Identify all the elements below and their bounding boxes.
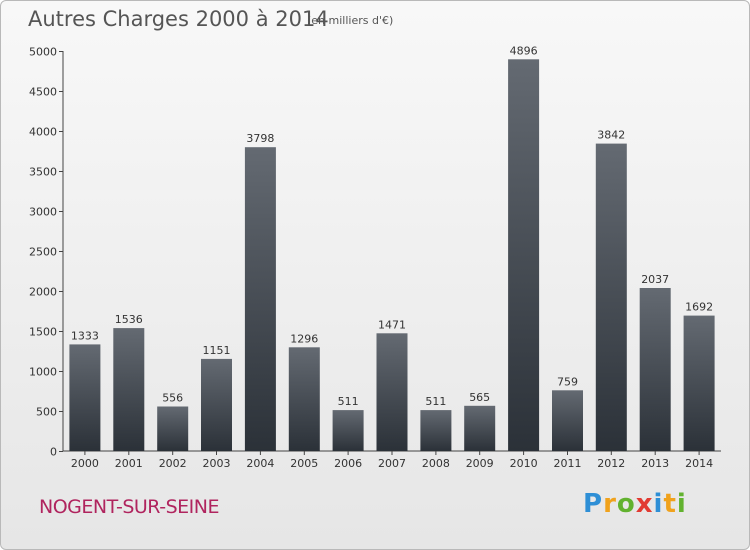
bar-2010 — [508, 59, 540, 452]
chart-unit: (en milliers d'€) — [307, 14, 394, 27]
logo-letter: t — [663, 489, 677, 519]
x-tick-label-2012: 2012 — [597, 457, 625, 470]
logo-letter: r — [603, 489, 617, 519]
value-label-2002: 556 — [162, 392, 183, 405]
bar-2008 — [420, 410, 452, 451]
bar-2000 — [69, 344, 101, 451]
bar-2009 — [464, 405, 496, 451]
value-label-2005: 1296 — [290, 332, 318, 345]
logo-letter: x — [635, 489, 654, 519]
x-tick-label-2010: 2010 — [510, 457, 538, 470]
bar-2003 — [201, 358, 232, 451]
bars: 1333 1536 556 1151 3798 1296 511 1471 511 565 4896… — [69, 44, 715, 452]
bar-2013 — [639, 288, 671, 451]
value-label-2012: 3842 — [597, 129, 625, 142]
axes: 0 500 1000 1500 2000 2500 3000 3500 4000 4500 5000… — [29, 46, 721, 470]
value-label-2011: 759 — [557, 375, 578, 388]
value-label-2000: 1333 — [71, 329, 99, 342]
logo-letter: i — [676, 489, 687, 519]
value-label-2001: 1536 — [115, 313, 143, 326]
y-tick-label: 4000 — [29, 126, 57, 139]
x-tick-label-2000: 2000 — [71, 457, 99, 470]
x-tick-label-2009: 2009 — [466, 457, 494, 470]
y-tick-label: 2000 — [29, 286, 57, 299]
y-tick-label: 2500 — [29, 246, 57, 259]
y-tick-label: 4500 — [29, 86, 57, 99]
value-label-2008: 511 — [425, 395, 446, 408]
bar-2006 — [332, 410, 364, 451]
value-label-2003: 1151 — [203, 344, 231, 357]
x-tick-label-2002: 2002 — [159, 457, 187, 470]
proxiti-logo[interactable]: Proxiti — [583, 489, 687, 519]
value-label-2013: 2037 — [641, 273, 669, 286]
value-label-2014: 1692 — [685, 301, 713, 314]
x-tick-label-2005: 2005 — [290, 457, 318, 470]
y-tick-label: 1000 — [29, 366, 57, 379]
value-label-2004: 3798 — [246, 132, 274, 145]
x-tick-label-2001: 2001 — [115, 457, 143, 470]
y-tick-label: 3000 — [29, 206, 57, 219]
bar-2011 — [552, 390, 583, 451]
value-label-2006: 511 — [338, 395, 359, 408]
x-tick-label-2003: 2003 — [203, 457, 231, 470]
bar-2004 — [244, 147, 276, 451]
bar-2001 — [113, 328, 145, 451]
bar-2005 — [288, 347, 320, 451]
y-tick-label: 5000 — [29, 46, 57, 59]
bar-2007 — [376, 333, 408, 451]
bar-2002 — [157, 406, 189, 451]
value-label-2009: 565 — [469, 391, 490, 404]
x-tick-label-2006: 2006 — [334, 457, 362, 470]
logo-letter: i — [653, 489, 664, 519]
y-tick-label: 1500 — [29, 326, 57, 339]
logo-letter: P — [583, 489, 604, 519]
y-tick-label: 3500 — [29, 166, 57, 179]
x-tick-label-2014: 2014 — [685, 457, 713, 470]
bar-2014 — [683, 315, 715, 451]
y-tick-label: 500 — [36, 406, 57, 419]
x-tick-label-2007: 2007 — [378, 457, 406, 470]
city-name: NOGENT-SUR-SEINE — [39, 496, 219, 518]
x-tick-label-2008: 2008 — [422, 457, 450, 470]
bar-chart: 0 500 1000 1500 2000 2500 3000 3500 4000 4500 5000… — [29, 44, 721, 470]
x-tick-label-2011: 2011 — [554, 457, 582, 470]
x-tick-label-2004: 2004 — [246, 457, 274, 470]
value-label-2010: 4896 — [510, 44, 538, 57]
x-tick-label-2013: 2013 — [641, 457, 669, 470]
bar-2012 — [595, 143, 627, 451]
logo-letter: o — [616, 489, 636, 519]
chart-title: Autres Charges 2000 à 2014 — [28, 7, 329, 31]
value-label-2007: 1471 — [378, 318, 406, 331]
y-tick-label: 0 — [50, 446, 57, 459]
